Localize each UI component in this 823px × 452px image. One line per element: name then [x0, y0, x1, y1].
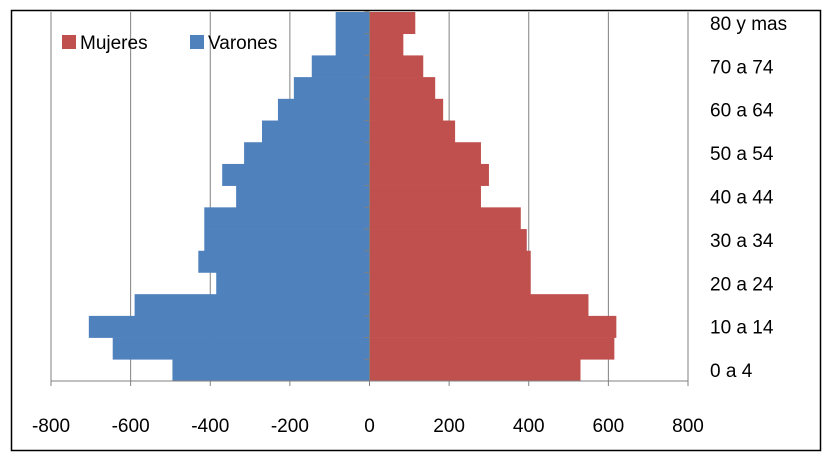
category-label-16: 80 y mas [710, 14, 787, 35]
bars [88, 12, 617, 382]
category-label-12: 60 a 64 [710, 101, 774, 122]
x-tick-label-6: 400 [513, 416, 545, 437]
legend-swatch-varones [190, 35, 204, 49]
x-tick-labels: -800 -600 -400 -200 0 200 400 600 800 [32, 416, 704, 437]
bar-varones-1 [112, 337, 370, 360]
bar-varones-6 [204, 229, 370, 252]
bar-mujeres-7 [369, 207, 521, 230]
bar-varones-2 [88, 315, 370, 338]
bar-varones-4 [216, 272, 370, 295]
x-tick-label-5: 200 [433, 416, 465, 437]
legend-label-mujeres: Mujeres [80, 33, 148, 54]
bar-mujeres-12 [369, 98, 444, 121]
x-tick-label-3: -200 [271, 416, 309, 437]
bar-mujeres-8 [369, 185, 481, 208]
bar-mujeres-14 [369, 55, 424, 78]
bar-mujeres-13 [369, 77, 436, 100]
bar-varones-3 [134, 294, 370, 317]
x-tick-label-0: -800 [32, 416, 70, 437]
bar-varones-0 [172, 359, 370, 382]
chart-border [10, 9, 822, 452]
bar-mujeres-0 [369, 359, 581, 382]
bar-varones-11 [262, 120, 370, 143]
bar-varones-10 [244, 142, 370, 165]
bar-mujeres-1 [369, 337, 615, 360]
bar-mujeres-2 [369, 315, 617, 338]
category-label-4: 20 a 24 [710, 274, 774, 295]
x-tick-label-2: -400 [191, 416, 229, 437]
bar-mujeres-6 [369, 229, 527, 252]
x-tick-label-7: 600 [593, 416, 625, 437]
legend-swatch-mujeres [62, 35, 76, 49]
bar-varones-14 [311, 55, 370, 78]
bar-varones-16 [335, 12, 370, 35]
bar-mujeres-16 [369, 12, 416, 35]
bar-mujeres-15 [369, 33, 404, 56]
bar-mujeres-5 [369, 250, 531, 273]
category-label-0: 0 a 4 [710, 361, 753, 382]
x-tick-label-1: -600 [112, 416, 150, 437]
category-labels: 0 a 4 10 a 14 20 a 24 30 a 34 40 a 44 50 a 54… [710, 14, 787, 382]
category-label-10: 50 a 54 [710, 144, 774, 165]
bar-mujeres-3 [369, 294, 589, 317]
x-tick-label-8: 800 [672, 416, 704, 437]
category-label-2: 10 a 14 [710, 318, 774, 339]
bar-varones-13 [293, 77, 370, 100]
bar-varones-9 [222, 163, 370, 186]
bar-mujeres-4 [369, 272, 531, 295]
bar-varones-12 [277, 98, 370, 121]
bar-mujeres-9 [369, 163, 489, 186]
bar-varones-8 [236, 185, 370, 208]
legend-label-varones: Varones [208, 33, 277, 54]
bar-mujeres-11 [369, 120, 456, 143]
bar-varones-15 [335, 33, 370, 56]
bar-varones-7 [204, 207, 370, 230]
legend: Mujeres Varones [62, 33, 277, 54]
category-label-14: 70 a 74 [710, 57, 774, 78]
category-label-6: 30 a 34 [710, 231, 774, 252]
axes [50, 11, 689, 386]
bar-varones-5 [198, 250, 370, 273]
x-tick-label-4: 0 [364, 416, 375, 437]
bar-mujeres-10 [369, 142, 481, 165]
category-label-8: 40 a 44 [710, 188, 774, 209]
